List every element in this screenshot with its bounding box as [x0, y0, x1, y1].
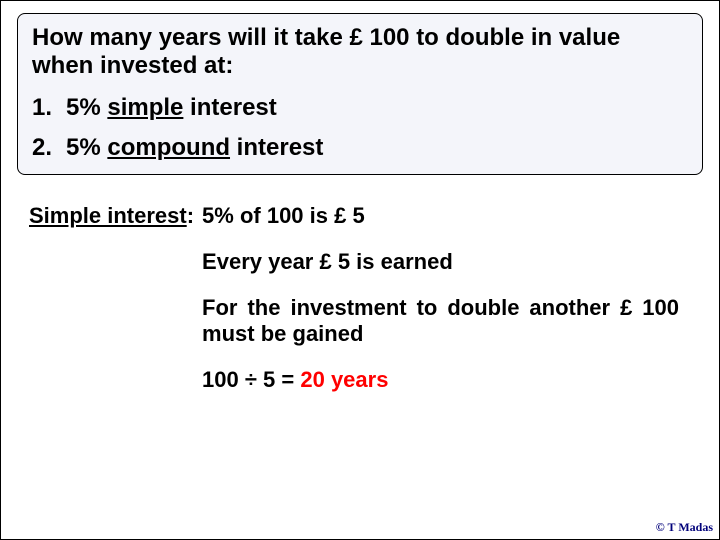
question-item-2: 2.5% compound interest [32, 134, 688, 162]
solution-block: Simple interest: 5% of 100 is £ 5 Every … [29, 203, 679, 393]
solution-row: Simple interest: 5% of 100 is £ 5 Every … [29, 203, 679, 393]
solution-answer: 20 years [300, 367, 388, 392]
question-item-2-post: interest [230, 134, 323, 161]
solution-line-4-pre: 100 ÷ 5 = [202, 367, 300, 392]
solution-body: 5% of 100 is £ 5 Every year £ 5 is earne… [202, 203, 679, 393]
question-item-1: 1.5% simple interest [32, 94, 688, 122]
solution-label-wrap: Simple interest: [29, 203, 194, 229]
solution-line-4: 100 ÷ 5 = 20 years [202, 367, 679, 393]
solution-line-1: 5% of 100 is £ 5 [202, 203, 679, 229]
solution-colon: : [187, 203, 194, 228]
question-item-1-post: interest [183, 94, 276, 121]
question-item-1-number: 1. [32, 94, 66, 122]
question-item-2-number: 2. [32, 134, 66, 162]
question-item-2-underlined: compound [107, 134, 230, 161]
solution-line-2: Every year £ 5 is earned [202, 249, 679, 275]
question-title: How many years will it take £ 100 to dou… [32, 24, 688, 80]
solution-label: Simple interest [29, 203, 187, 228]
solution-line-3: For the investment to double another £ 1… [202, 295, 679, 347]
question-box: How many years will it take £ 100 to dou… [17, 13, 703, 175]
question-item-2-pre: 5% [66, 134, 107, 161]
question-item-1-underlined: simple [107, 94, 183, 121]
copyright: © T Madas [656, 520, 713, 535]
question-item-1-pre: 5% [66, 94, 107, 121]
